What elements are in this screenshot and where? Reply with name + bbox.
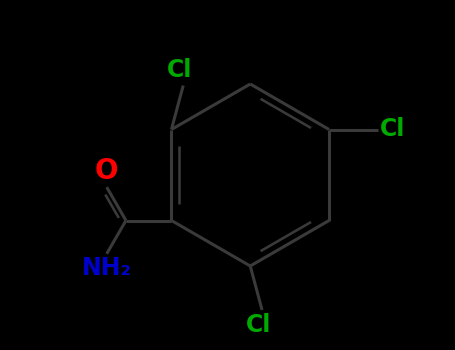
Text: Cl: Cl xyxy=(167,58,192,82)
Text: Cl: Cl xyxy=(246,314,271,337)
Text: NH₂: NH₂ xyxy=(82,256,131,280)
Text: O: O xyxy=(95,158,118,186)
Text: Cl: Cl xyxy=(380,118,405,141)
